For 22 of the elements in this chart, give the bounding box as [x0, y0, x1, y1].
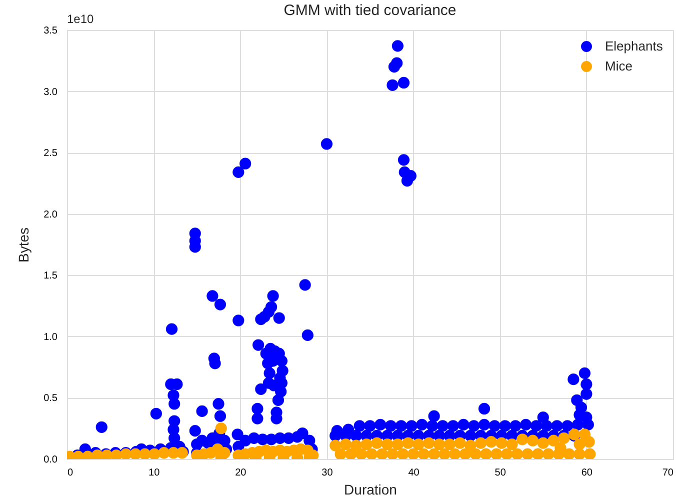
chart-title: GMM with tied covariance — [284, 2, 456, 19]
y-tick-label: 0.0 — [44, 454, 58, 466]
y-tick-label: 2.0 — [44, 209, 58, 220]
legend-label: Mice — [605, 58, 632, 74]
y-tick-label: 1.0 — [44, 332, 58, 343]
legend-label: Elephants — [605, 38, 664, 54]
x-tick-label: 20 — [235, 468, 247, 478]
text: 1e10 — [67, 12, 94, 26]
x-axis-title: Duration — [344, 482, 397, 498]
x-tick-label: 70 — [662, 468, 674, 478]
y-axis-title: Bytes — [16, 227, 32, 263]
x-tick-label: 30 — [322, 468, 334, 478]
x-tick-label: 10 — [148, 468, 160, 478]
x-tick-label: 0 — [68, 468, 74, 478]
x-tick-label: 60 — [581, 468, 593, 478]
y-tick-label: 3.5 — [44, 26, 58, 36]
y-tick-label: 2.5 — [44, 148, 58, 160]
x-tick-label: 40 — [408, 468, 420, 478]
y-tick-label: 3.0 — [44, 86, 58, 98]
x-tick-label: 50 — [494, 468, 506, 478]
y-tick-label: 0.5 — [44, 393, 58, 404]
y-tick-label: 1.5 — [44, 270, 58, 282]
